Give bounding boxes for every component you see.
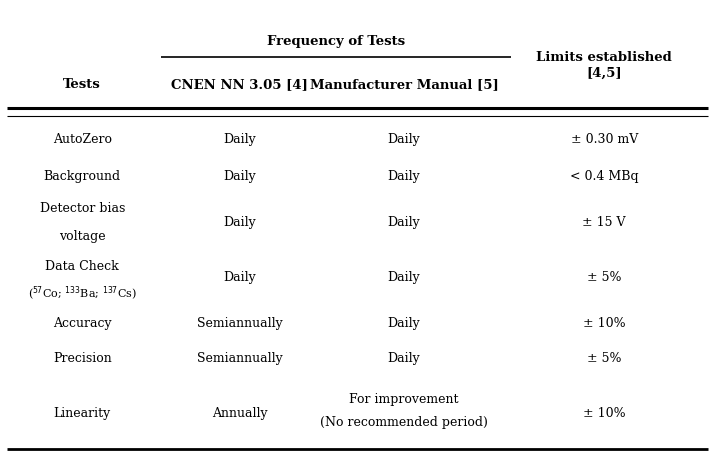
Text: Detector bias: Detector bias: [39, 202, 125, 215]
Text: voltage: voltage: [59, 230, 106, 243]
Text: < 0.4 MBq: < 0.4 MBq: [570, 170, 638, 183]
Text: Daily: Daily: [223, 134, 256, 146]
Text: Daily: Daily: [388, 271, 420, 284]
Text: Data Check: Data Check: [45, 260, 119, 273]
Text: ± 5%: ± 5%: [587, 271, 621, 284]
Text: [4,5]: [4,5]: [586, 67, 622, 80]
Text: For improvement: For improvement: [349, 393, 459, 406]
Text: Tests: Tests: [64, 78, 101, 91]
Text: Limits established: Limits established: [536, 51, 672, 64]
Text: ± 15 V: ± 15 V: [583, 216, 626, 229]
Text: Daily: Daily: [388, 134, 420, 146]
Text: ± 0.30 mV: ± 0.30 mV: [571, 134, 638, 146]
Text: Annually: Annually: [212, 407, 267, 420]
Text: Frequency of Tests: Frequency of Tests: [267, 35, 405, 48]
Text: Daily: Daily: [388, 352, 420, 364]
Text: Semiannually: Semiannually: [197, 352, 282, 364]
Text: Manufacturer Manual [5]: Manufacturer Manual [5]: [310, 78, 498, 91]
Text: Background: Background: [44, 170, 121, 183]
Text: Daily: Daily: [388, 170, 420, 183]
Text: Daily: Daily: [223, 170, 256, 183]
Text: Semiannually: Semiannually: [197, 317, 282, 330]
Text: AutoZero: AutoZero: [53, 134, 112, 146]
Text: CNEN NN 3.05 [4]: CNEN NN 3.05 [4]: [171, 78, 308, 91]
Text: Daily: Daily: [388, 216, 420, 229]
Text: ± 5%: ± 5%: [587, 352, 621, 364]
Text: ± 10%: ± 10%: [583, 317, 626, 330]
Text: Accuracy: Accuracy: [53, 317, 112, 330]
Text: ($^{57}$Co; $^{133}$Ba; $^{137}$Cs): ($^{57}$Co; $^{133}$Ba; $^{137}$Cs): [28, 285, 137, 303]
Text: Linearity: Linearity: [54, 407, 111, 420]
Text: Daily: Daily: [388, 317, 420, 330]
Text: Daily: Daily: [223, 271, 256, 284]
Text: (No recommended period): (No recommended period): [320, 416, 488, 429]
Text: Precision: Precision: [53, 352, 112, 364]
Text: ± 10%: ± 10%: [583, 407, 626, 420]
Text: Daily: Daily: [223, 216, 256, 229]
